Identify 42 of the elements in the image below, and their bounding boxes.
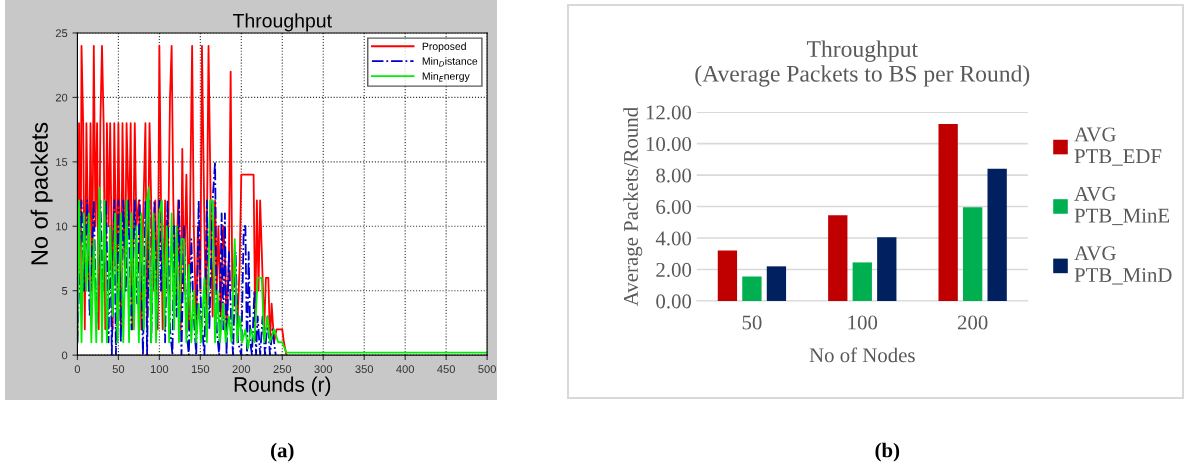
y-tick-label: 8.00 xyxy=(656,168,692,183)
legend-label: AVG PTB_MinD xyxy=(1074,246,1172,285)
x-tick-label: 50 xyxy=(112,365,125,374)
y-tick-label: 4.00 xyxy=(655,231,692,246)
y-tick-label: 25 xyxy=(55,29,68,38)
x-tick-label: 250 xyxy=(273,365,292,374)
y-tick-label: 5 xyxy=(61,287,68,295)
legend-label: AVG PTB_EDF xyxy=(1074,127,1162,166)
y-axis-title: No of packets xyxy=(30,122,53,265)
y-tick-label: 0.00 xyxy=(656,294,692,309)
legend-label: Min$_{D}$istance xyxy=(422,57,478,67)
x-axis-title: Rounds (r) xyxy=(234,376,331,397)
legend-label: AVG PTB_MinE xyxy=(1074,186,1170,226)
y-tick-label: 0 xyxy=(61,351,68,360)
legend-label: Proposed xyxy=(422,42,466,53)
x-tick-label: 100 xyxy=(150,365,169,374)
x-tick-label: 200 xyxy=(232,365,251,374)
chart-title: Throughput xyxy=(232,13,332,32)
y-tick-label: 15 xyxy=(56,158,68,166)
x-axis-title: No of Nodes xyxy=(809,347,915,363)
x-tick-label: 200 xyxy=(957,315,988,330)
x-tick-label: 150 xyxy=(191,365,210,374)
chart-subtitle: (Average Packets to BS per Round) xyxy=(695,65,1030,87)
x-tick-label: 450 xyxy=(437,365,455,374)
x-tick-label: 400 xyxy=(396,365,415,374)
text: (b) xyxy=(875,442,900,462)
y-tick-label: 10 xyxy=(56,222,68,231)
y-tick-label: 20 xyxy=(55,93,68,102)
chart-title: Throughput xyxy=(806,40,918,62)
x-tick-label: 500 xyxy=(478,365,496,374)
y-tick-label: 6.00 xyxy=(656,199,692,215)
x-tick-label: 350 xyxy=(355,365,374,374)
y-tick-label: 10.00 xyxy=(646,136,692,152)
x-tick-label: 100 xyxy=(848,315,878,330)
text: (a) xyxy=(271,442,294,462)
x-tick-label: 0 xyxy=(74,365,81,374)
y-tick-label: 2.00 xyxy=(656,262,692,278)
y-axis-title: Average Packets/Round xyxy=(623,107,643,306)
legend-label: Min$_{E}$nergy xyxy=(422,72,470,82)
x-tick-label: 50 xyxy=(742,315,762,330)
y-tick-label: 12.00 xyxy=(646,105,692,120)
x-tick-label: 300 xyxy=(314,365,333,374)
